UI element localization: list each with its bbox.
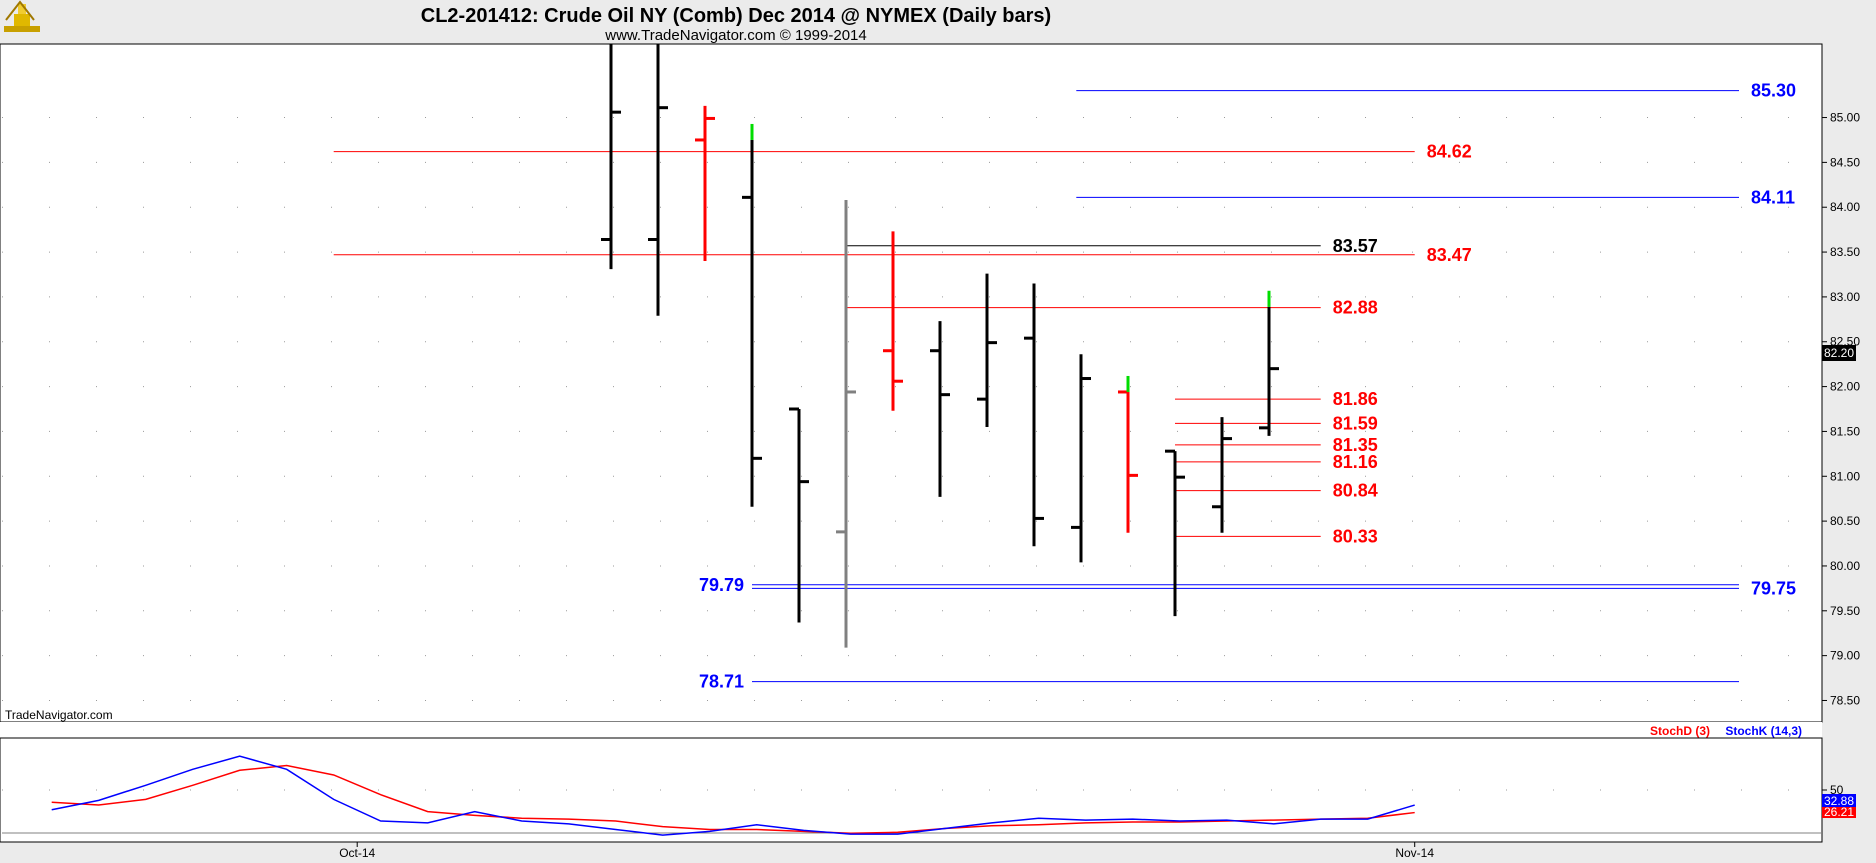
level-label: 83.47 [1427, 245, 1472, 265]
y-tick-label: 85.00 [1830, 111, 1860, 125]
x-tick-label: Nov-14 [1395, 846, 1434, 860]
y-tick-label: 84.50 [1830, 155, 1860, 169]
stoch-value-label: 32.88 [1824, 794, 1854, 808]
stoch-value-box [1822, 794, 1856, 807]
stoch-lines [51, 755, 1415, 836]
y-tick-label: 80.00 [1830, 559, 1860, 573]
stoch-panel [0, 737, 1823, 843]
level-label: 83.57 [1333, 236, 1378, 256]
stochk-line [51, 755, 1415, 836]
logo-icon [4, 0, 40, 32]
level-label: 82.88 [1333, 298, 1378, 318]
stoch-tick-label: 50 [1830, 783, 1844, 797]
level-label: 81.16 [1333, 452, 1378, 472]
stoch-value-label: 26.21 [1824, 805, 1854, 819]
legend-stochk: StochK (14,3) [1725, 724, 1802, 738]
last-price-label: 82.20 [1824, 346, 1854, 360]
y-tick-label: 79.00 [1830, 649, 1860, 663]
x-tick-label: Oct-14 [339, 846, 375, 860]
y-tick-label: 81.50 [1830, 424, 1860, 438]
level-label: 84.62 [1427, 142, 1472, 162]
stoch-legend-bar [0, 722, 1822, 738]
level-label: 79.75 [1751, 578, 1796, 598]
price-panel [0, 43, 1823, 723]
level-label: 80.84 [1333, 481, 1378, 501]
y-tick-label: 80.50 [1830, 514, 1860, 528]
y-tick-label: 82.00 [1830, 380, 1860, 394]
x-axis: Oct-14 Nov-14 [339, 842, 1434, 860]
level-label: 80.33 [1333, 526, 1378, 546]
y-tick-label: 83.50 [1830, 245, 1860, 259]
level-label: 81.35 [1333, 435, 1378, 455]
stoch-value-box [1822, 805, 1856, 818]
level-label: 85.30 [1751, 81, 1796, 101]
chart-subtitle: www.TradeNavigator.com © 1999-2014 [604, 27, 866, 44]
watermark-text: TradeNavigator.com [5, 708, 113, 722]
y-tick-label: 79.50 [1830, 604, 1860, 618]
level-label: 81.59 [1333, 413, 1378, 433]
y-tick-label: 81.00 [1830, 469, 1860, 483]
price-bars [601, 44, 1279, 648]
y-tick-label: 78.50 [1830, 693, 1860, 707]
price-levels: 85.30 84.62 84.11 83.57 83.47 82.88 81.86 81.59… [333, 81, 1796, 692]
y-tick-label: 83.00 [1830, 290, 1860, 304]
level-label: 78.71 [699, 672, 744, 692]
legend-stochd: StochD (3) [1650, 724, 1710, 738]
level-label: 84.11 [1751, 187, 1795, 207]
level-label: 81.86 [1333, 389, 1378, 409]
price-axis: 85.0084.5084.0083.5083.0082.5082.0081.50… [1822, 111, 1860, 707]
chart-title: CL2-201412: Crude Oil NY (Comb) Dec 2014… [421, 5, 1051, 27]
last-price-box: 82.20 [1822, 345, 1856, 361]
y-tick-label: 84.00 [1830, 200, 1860, 214]
level-label: 79.79 [699, 575, 744, 595]
stochd-line [51, 764, 1415, 834]
